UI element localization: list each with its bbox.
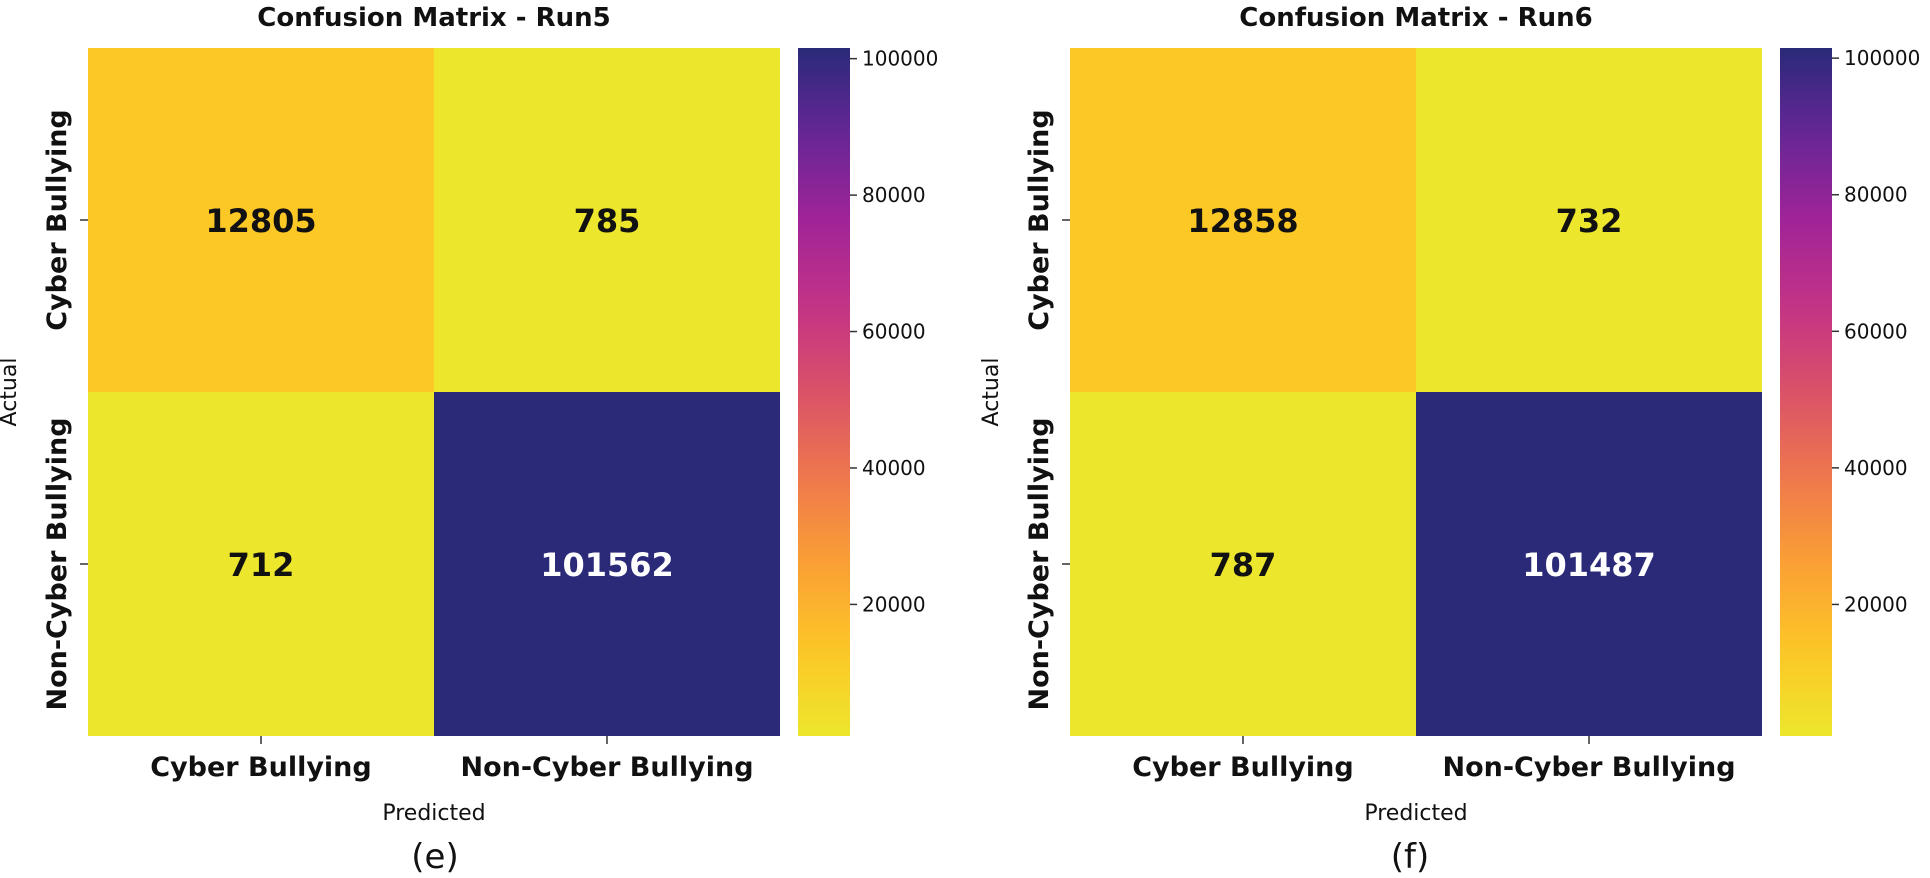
cell-value-r0-c1: 732 (1556, 202, 1623, 240)
x-tick-label-1: Non-Cyber Bullying (460, 752, 753, 783)
colorbar-tick-label-0: 20000 (1844, 592, 1908, 616)
colorbar-tick-label-2: 60000 (862, 320, 926, 344)
colorbar-tick-label-1: 40000 (862, 456, 926, 480)
colorbar-tick-label-4: 100000 (1844, 46, 1920, 70)
y-axis-label: Actual (0, 358, 22, 427)
colorbar (798, 48, 850, 736)
cell-value-r1-c0: 712 (228, 546, 295, 584)
heatmap-cell-r1-c1 (1416, 392, 1762, 736)
colorbar (1780, 48, 1832, 736)
y-tick-label-1: Non-Cyber Bullying (42, 417, 73, 710)
colorbar-tick-label-4: 100000 (862, 47, 938, 71)
y-tick-label-1: Non-Cyber Bullying (1024, 417, 1055, 710)
cell-value-r1-c1: 101487 (1522, 546, 1656, 584)
colorbar-tick-label-2: 60000 (1844, 319, 1908, 343)
heatmap-cell-r0-c0 (88, 48, 434, 392)
x-tick-label-0: Cyber Bullying (1132, 752, 1353, 783)
y-tick-label-0: Cyber Bullying (42, 109, 73, 330)
heatmap-cell-r1-c0 (1070, 392, 1416, 736)
chart-title: Confusion Matrix - Run5 (257, 3, 610, 33)
x-axis-label: Predicted (382, 801, 485, 826)
panel-caption: (e) (411, 837, 458, 877)
heatmap-cell-r0-c0 (1070, 48, 1416, 392)
chart-title: Confusion Matrix - Run6 (1239, 3, 1592, 33)
x-tick-label-0: Cyber Bullying (150, 752, 371, 783)
colorbar-tick-label-1: 40000 (1844, 456, 1908, 480)
colorbar-tick-label-3: 80000 (862, 183, 926, 207)
colorbar-tick-label-3: 80000 (1844, 183, 1908, 207)
cell-value-r1-c1: 101562 (540, 546, 674, 584)
heatmap-cell-r0-c1 (434, 48, 780, 392)
x-axis-label: Predicted (1364, 801, 1467, 826)
panel-1: Confusion Matrix - Run5 12805 785 712 101562… (0, 3, 938, 877)
cell-value-r0-c0: 12858 (1187, 202, 1298, 240)
colorbar-tick-label-0: 20000 (862, 592, 926, 616)
heatmap-cell-r1-c1 (434, 392, 780, 736)
panel-2: Confusion Matrix - Run6 12858 732 787 101487… (979, 3, 1920, 877)
y-axis-label: Actual (979, 358, 1004, 427)
heatmap-cell-r1-c0 (88, 392, 434, 736)
y-tick-label-0: Cyber Bullying (1024, 109, 1055, 330)
cell-value-r1-c0: 787 (1210, 546, 1277, 584)
cell-value-r0-c1: 785 (574, 202, 641, 240)
heatmap-cell-r0-c1 (1416, 48, 1762, 392)
cell-value-r0-c0: 12805 (205, 202, 316, 240)
panel-caption: (f) (1391, 837, 1430, 877)
x-tick-label-1: Non-Cyber Bullying (1442, 752, 1735, 783)
